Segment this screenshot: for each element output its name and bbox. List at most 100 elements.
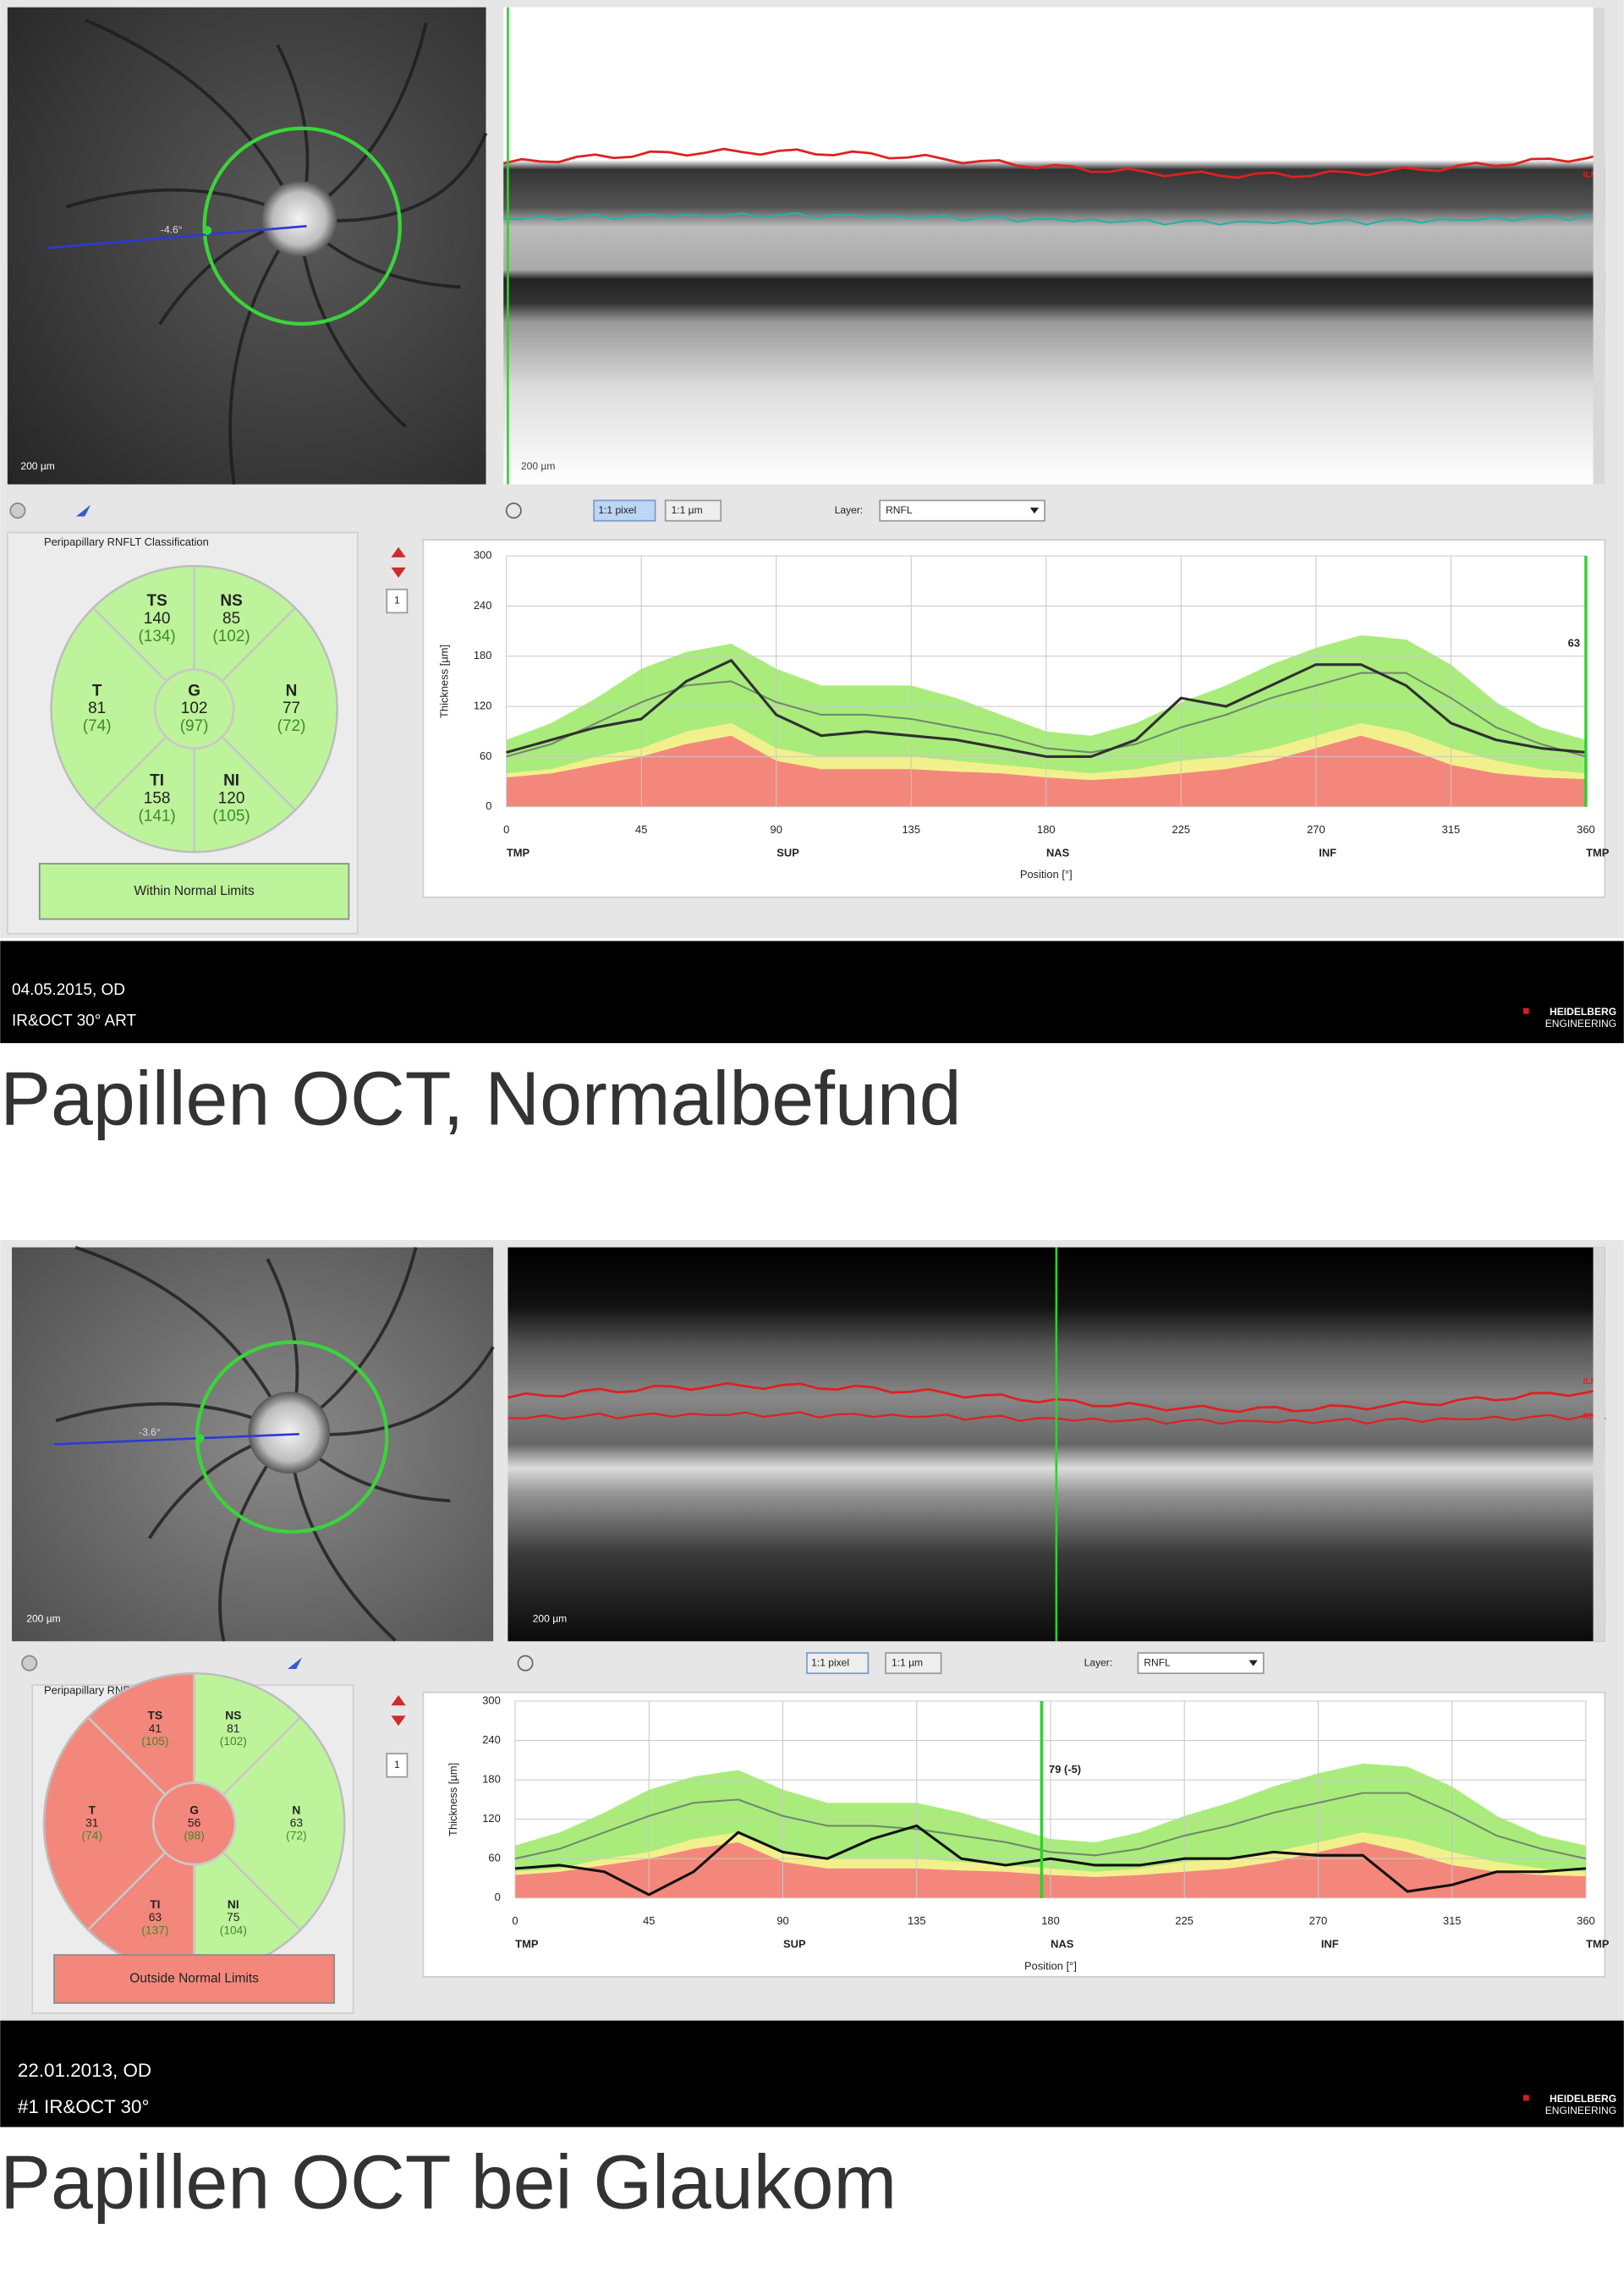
sector-normal: (72) — [277, 717, 306, 735]
ilm-line — [502, 147, 1605, 179]
thickness-line — [514, 1792, 1587, 1860]
sector-value: 77 — [283, 700, 300, 717]
classification-outline — [50, 565, 338, 854]
oct-scale: 200 µm — [521, 460, 555, 472]
y-axis-label: Thickness [µm] — [438, 645, 451, 718]
sector-label: N — [292, 1803, 300, 1816]
y-tick-label: 0 — [495, 1891, 501, 1903]
dropdown-arrow — [1248, 1660, 1258, 1666]
thickness-line — [514, 1824, 1587, 1897]
tool-icon — [75, 504, 91, 517]
x-tick-label: 315 — [1442, 823, 1461, 836]
logo: HEIDELBERG — [1550, 1006, 1616, 1018]
arrow-down[interactable] — [391, 567, 406, 578]
dropdown-arrow — [1029, 508, 1040, 514]
optic-disc — [248, 1392, 330, 1474]
fundus-scale: 200 µm — [26, 1613, 60, 1625]
vessel — [85, 19, 301, 220]
sector-normal: (105) — [141, 1735, 168, 1748]
scan-circle — [202, 126, 402, 327]
zoom-button — [806, 1652, 870, 1675]
zoom-pixel: 1:1 pixel — [811, 1656, 849, 1668]
y-tick-label: 240 — [474, 599, 492, 612]
classification-result-text: Within Normal Limits — [134, 884, 254, 898]
x-tick-label: 0 — [503, 823, 509, 836]
sector-label: NI — [228, 1898, 239, 1911]
sector-value: 120 — [218, 789, 245, 807]
exam-date: 04.05.2015, OD — [12, 981, 125, 999]
arrow-down[interactable] — [391, 1715, 406, 1726]
logo-mark — [1522, 2094, 1529, 2101]
sector-label: TI — [150, 1898, 160, 1911]
sector-normal: (102) — [220, 1735, 247, 1748]
layer-dropdown — [1137, 1652, 1265, 1675]
sector-value: 56 — [188, 1816, 201, 1829]
x-region-label: TMP — [1586, 846, 1610, 859]
scrollbar — [1593, 1247, 1605, 1642]
oct-scale: 200 µm — [533, 1613, 567, 1625]
sector-normal: (74) — [83, 717, 112, 735]
x-region-label: NAS — [1046, 846, 1070, 859]
scrollbar — [1593, 7, 1605, 485]
page-box — [386, 1753, 409, 1778]
y-tick-label: 120 — [474, 700, 492, 712]
zoom-button — [664, 499, 722, 522]
x-tick-label: 225 — [1172, 823, 1191, 836]
y-tick-label: 300 — [474, 549, 492, 562]
logo: ENGINEERING — [1545, 1018, 1616, 1029]
rnfl-line — [503, 211, 1605, 226]
y-tick-label: 60 — [480, 749, 491, 762]
arrow-up[interactable] — [391, 1695, 406, 1706]
y-tick-label: 180 — [482, 1773, 501, 1786]
zoom-pixel: 1:1 pixel — [598, 504, 636, 516]
layer-value: RNFL — [1144, 1656, 1171, 1668]
sector-normal: (98) — [184, 1830, 205, 1842]
device: #1 IR&OCT 30° — [18, 2096, 150, 2117]
scan-direction — [53, 1433, 299, 1446]
sector-centre — [152, 1781, 237, 1866]
angle-label: -3.6° — [139, 1426, 161, 1438]
footer — [0, 2020, 1624, 2127]
x-tick-label: 270 — [1307, 823, 1325, 836]
zoom-button — [885, 1652, 942, 1675]
y-axis-label: Thickness [µm] — [447, 1763, 459, 1836]
y-tick-label: 0 — [486, 799, 491, 812]
logo: HEIDELBERG — [1550, 2093, 1616, 2105]
sector-value: 85 — [222, 610, 240, 628]
x-region-label: SUP — [783, 1937, 806, 1950]
page-number: 1 — [394, 595, 400, 607]
x-tick-label: 135 — [908, 1914, 926, 1927]
layer-label: Layer: — [1084, 1656, 1113, 1668]
x-region-label: TMP — [507, 846, 530, 859]
scan-start — [202, 226, 212, 235]
x-region-label: INF — [1319, 846, 1336, 859]
x-tick-label: 315 — [1443, 1914, 1462, 1927]
sector-label: T — [89, 1803, 96, 1816]
x-tick-label: 45 — [635, 823, 647, 836]
sector-normal: (137) — [141, 1924, 168, 1936]
x-tick-label: 180 — [1041, 1914, 1060, 1927]
classification-title: Peripapillary RNFLT Classification — [44, 535, 209, 548]
device: IR&OCT 30° ART — [12, 1012, 137, 1029]
footer — [0, 941, 1624, 1044]
sector-value: 140 — [144, 610, 171, 628]
sector-label: TI — [150, 772, 164, 790]
sector-value: 102 — [181, 700, 208, 717]
sector-centre — [153, 668, 235, 750]
sector-label: G — [188, 682, 200, 700]
x-region-label: NAS — [1051, 1937, 1074, 1950]
tool-icon — [9, 502, 26, 519]
arrow-up[interactable] — [391, 546, 406, 557]
caption: Papillen OCT bei Glaukom — [0, 2141, 897, 2226]
caption: Papillen OCT, Normalbefund — [0, 1057, 961, 1141]
sector-label: TS — [148, 1710, 163, 1722]
scan-direction — [47, 225, 307, 250]
sector-normal: (134) — [138, 628, 175, 645]
sector-label: G — [189, 1803, 199, 1816]
oct-image — [503, 7, 1605, 485]
position-marker-label: 63 — [1568, 636, 1580, 649]
x-tick-label: 180 — [1037, 823, 1056, 836]
layer-label: ILM — [1583, 1377, 1598, 1386]
layer-dropdown — [879, 499, 1045, 522]
